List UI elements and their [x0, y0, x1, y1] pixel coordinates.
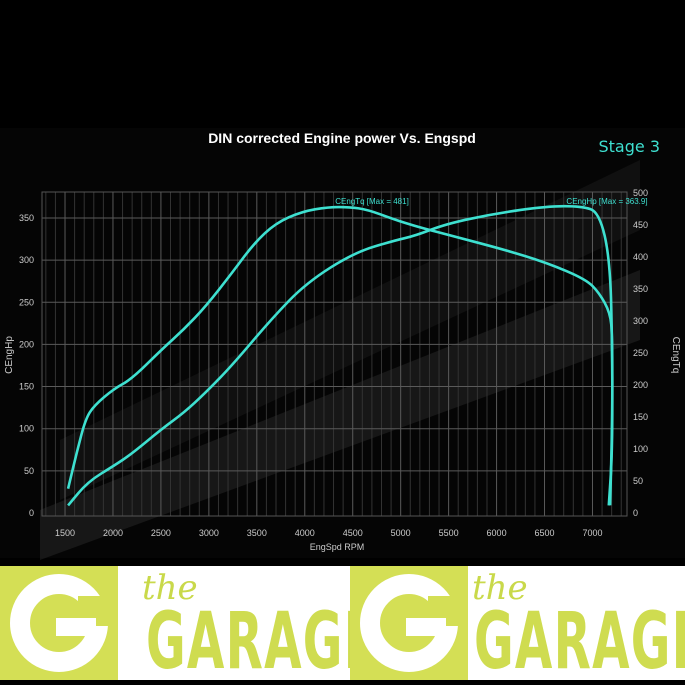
x-tick-label: 1500	[55, 528, 75, 538]
series-annotation-cengtq: CEngTq [Max = 481]	[335, 197, 409, 206]
y-tick-label-right: 100	[633, 444, 648, 454]
x-tick-label: 3500	[247, 528, 267, 538]
y-tick-label-left: 50	[24, 466, 34, 476]
stage-badge: Stage 3	[599, 137, 661, 156]
x-axis-label: EngSpd RPM	[310, 542, 365, 552]
x-tick-label: 5500	[439, 528, 459, 538]
logo-garage: GARAGE	[474, 597, 685, 685]
grid	[42, 192, 627, 516]
x-tick-label: 4000	[295, 528, 315, 538]
logo-the: the	[142, 568, 198, 608]
the-garage-banner: the GARAGE the GARAGE	[0, 566, 685, 685]
y-tick-label-left: 100	[19, 424, 34, 434]
y-tick-label-right: 300	[633, 316, 648, 326]
garage-g-icon	[350, 566, 468, 680]
y-tick-label-left: 200	[19, 339, 34, 349]
y-tick-label-right: 450	[633, 220, 648, 230]
y-tick-label-left: 250	[19, 297, 34, 307]
y-axis-label-right: CEngTq	[670, 337, 681, 374]
y-tick-label-right: 50	[633, 476, 643, 486]
y-axis-label-left: CEngHp	[4, 336, 15, 374]
x-tick-label: 4500	[343, 528, 363, 538]
y-tick-label-right: 500	[633, 188, 648, 198]
x-tick-label: 3000	[199, 528, 219, 538]
x-tick-label: 6000	[487, 528, 507, 538]
plot-frame	[41, 191, 628, 517]
y-tick-label-right: 200	[633, 380, 648, 390]
dyno-chart: DIN corrected Engine power Vs. Engspd St…	[0, 128, 685, 560]
y-tick-label-right: 0	[633, 508, 638, 518]
x-tick-label: 2500	[151, 528, 171, 538]
x-tick-label: 7000	[582, 528, 602, 538]
x-tick-label: 6500	[535, 528, 555, 538]
series-line-cengtq	[66, 205, 614, 506]
x-tick-label: 5000	[391, 528, 411, 538]
y-tick-label-left: 300	[19, 255, 34, 265]
chart-title: DIN corrected Engine power Vs. Engspd	[208, 130, 476, 146]
y-tick-label-right: 400	[633, 252, 648, 262]
garage-g-icon	[0, 566, 118, 680]
garage-logo: the GARAGE	[0, 566, 377, 681]
y-tick-label-left: 350	[19, 213, 34, 223]
logo-garage: GARAGE	[146, 597, 378, 685]
y-tick-label-right: 250	[633, 348, 648, 358]
x-tick-label: 2000	[103, 528, 123, 538]
y-tick-label-right: 150	[633, 412, 648, 422]
y-tick-label-left: 0	[29, 508, 34, 518]
series-line-cenghp	[67, 204, 614, 507]
chart-background	[0, 128, 685, 558]
logo-the: the	[472, 568, 528, 608]
y-tick-label-left: 150	[19, 382, 34, 392]
garage-logo: the GARAGE	[350, 566, 685, 685]
y-tick-label-right: 350	[633, 284, 648, 294]
series-annotation-cenghp: CEngHp [Max = 363.9]	[566, 197, 647, 206]
